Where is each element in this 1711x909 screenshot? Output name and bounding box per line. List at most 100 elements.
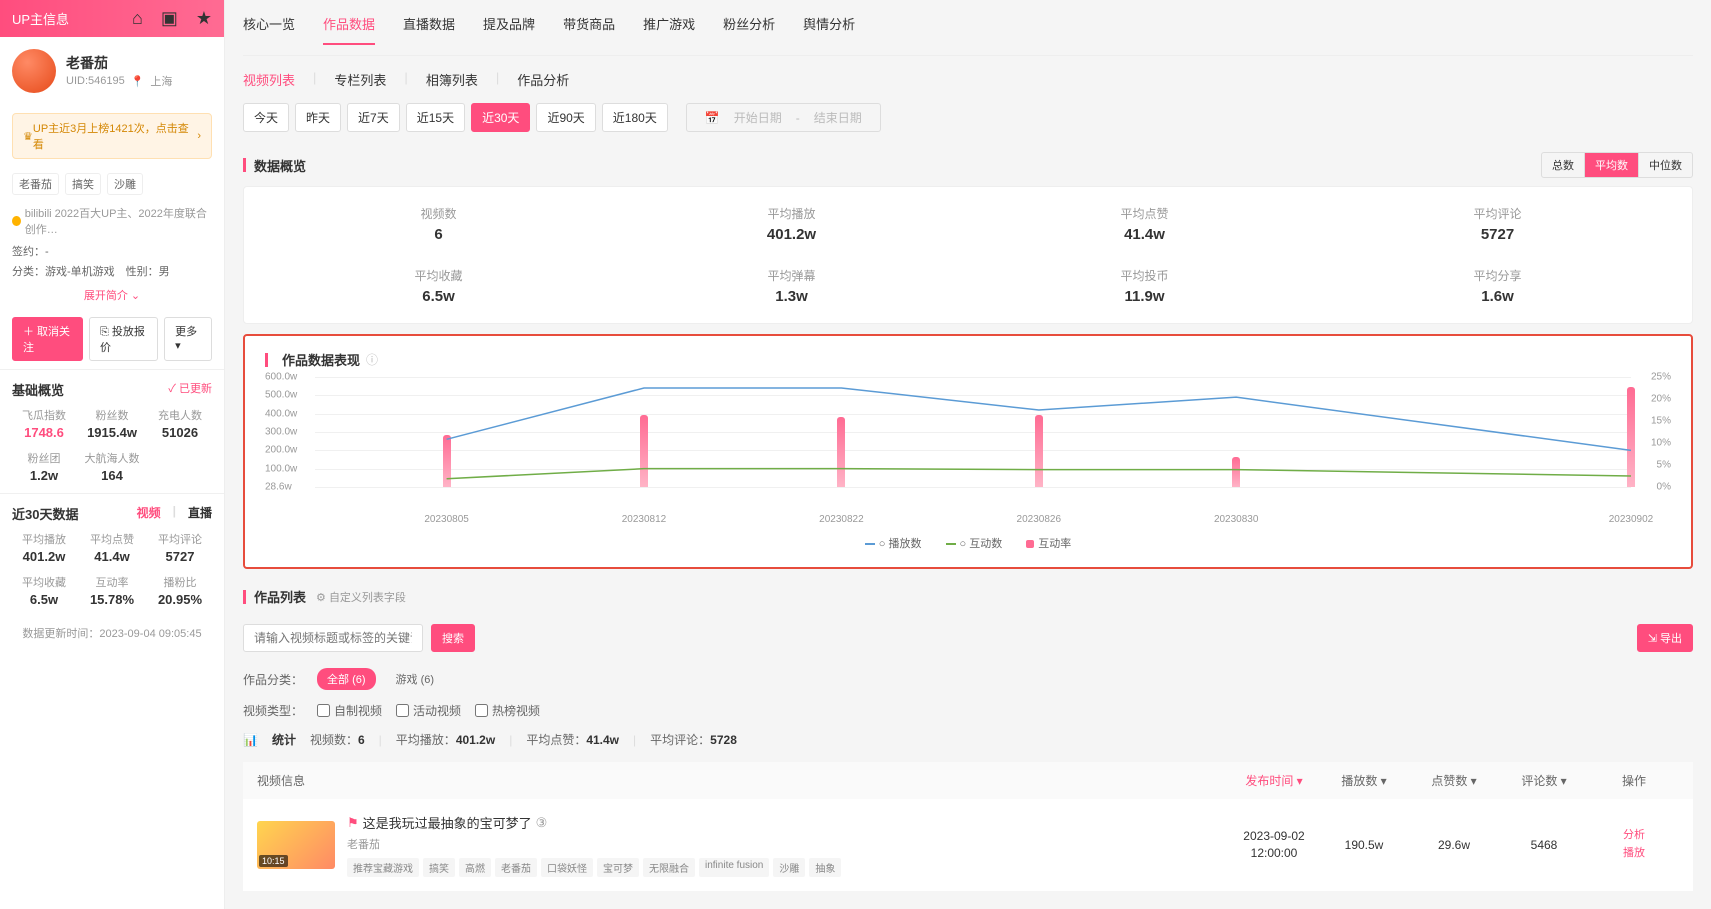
date-range-1[interactable]: 昨天 [295, 103, 341, 132]
video-tag[interactable]: 无限融合 [643, 858, 695, 877]
profile-location: 上海 [150, 73, 172, 89]
update-timestamp: 2023-09-04 09:05:45 [99, 628, 201, 640]
subtab-live[interactable]: 直播 [188, 504, 212, 523]
sub-tabs: 视频列表|专栏列表|相簿列表|作品分析 [243, 56, 1693, 103]
video-thumbnail[interactable]: 10:15 [257, 821, 335, 869]
subtab-3[interactable]: 作品分析 [517, 70, 569, 89]
tab-1[interactable]: 作品数据 [323, 14, 375, 45]
date-range-3[interactable]: 近15天 [406, 103, 465, 132]
video-tag[interactable]: 抽象 [809, 858, 841, 877]
check-self[interactable]: 自制视频 [317, 702, 382, 719]
expand-intro[interactable]: 展开简介 ⌄ [0, 281, 224, 309]
video-tag[interactable]: 搞笑 [423, 858, 455, 877]
video-tag[interactable]: 推荐宝藏游戏 [347, 858, 419, 877]
subtab-0[interactable]: 视频列表 [243, 70, 295, 89]
col-comment[interactable]: 评论数 ▾ [1499, 772, 1589, 789]
date-picker[interactable]: 📅开始日期-结束日期 [686, 103, 881, 132]
info-icon[interactable]: ⓘ [366, 351, 378, 368]
unfollow-button[interactable]: ＋ 取消关注 [12, 317, 83, 361]
tab-4[interactable]: 带货商品 [563, 14, 615, 45]
subtab-1[interactable]: 专栏列表 [334, 70, 386, 89]
quote-button[interactable]: ⎘ 投放报价 [89, 317, 158, 361]
cell-date: 2023-09-02 12:00:00 [1229, 828, 1319, 862]
subtab-2[interactable]: 相簿列表 [426, 70, 478, 89]
home-icon[interactable]: ⌂ [132, 8, 143, 29]
cell-comment: 5468 [1499, 838, 1589, 852]
sidebar-header: UP主信息 ⌂ ▣ ★ [0, 0, 224, 37]
filter-all[interactable]: 全部 (6) [317, 668, 376, 690]
tab-3[interactable]: 提及品牌 [483, 14, 535, 45]
video-tag[interactable]: 高燃 [459, 858, 491, 877]
tab-6[interactable]: 粉丝分析 [723, 14, 775, 45]
subtab-video[interactable]: 视频 [137, 504, 161, 523]
location-icon: 📍 [131, 75, 145, 88]
date-range-0[interactable]: 今天 [243, 103, 289, 132]
tag[interactable]: 老番茄 [12, 173, 59, 195]
stats-icon: 📊 [243, 733, 258, 747]
action-play[interactable]: 播放 [1589, 845, 1679, 863]
toggle-2[interactable]: 中位数 [1638, 153, 1692, 177]
date-range-6[interactable]: 近180天 [602, 103, 668, 132]
chart-title: 作品数据表现 [282, 350, 360, 369]
profile-desc: bilibili 2022百大UP主、2022年度联合创作… [25, 205, 212, 237]
date-range-row: 今天昨天近7天近15天近30天近90天近180天 📅开始日期-结束日期 [243, 103, 1693, 144]
video-title[interactable]: 这是我玩过最抽象的宝可梦了 [363, 813, 532, 832]
check-event[interactable]: 活动视频 [396, 702, 461, 719]
updated-badge[interactable]: ✓ 已更新 [168, 380, 212, 399]
main-content: 核心一览作品数据直播数据提及品牌带货商品推广游戏粉丝分析舆情分析 视频列表|专栏… [225, 0, 1711, 909]
recent-title: 近30天数据 [12, 504, 78, 523]
overview-toggle: 总数平均数中位数 [1541, 152, 1693, 178]
cell-like: 29.6w [1409, 838, 1499, 852]
col-info: 视频信息 [257, 772, 1229, 789]
filter-game[interactable]: 游戏 (6) [390, 668, 441, 690]
check-hot[interactable]: 热榜视频 [475, 702, 540, 719]
crown-icon: ♛ [23, 130, 33, 143]
rank-banner[interactable]: ♛ UP主近3月上榜1421次，点击查看 › [12, 113, 212, 159]
legend-rate[interactable]: 互动率 [1026, 535, 1071, 551]
list-title: 作品列表 [254, 587, 306, 606]
search-input[interactable] [243, 624, 423, 652]
video-tag[interactable]: 老番茄 [495, 858, 537, 877]
chart-panel: 作品数据表现 ⓘ 600.0w500.0w400.0w300.0w200.0w1… [243, 334, 1693, 569]
sidebar: UP主信息 ⌂ ▣ ★ 老番茄 UID:546195 📍 上海 [0, 0, 225, 909]
date-range-2[interactable]: 近7天 [347, 103, 400, 132]
cell-play: 190.5w [1319, 838, 1409, 852]
table-header: 视频信息 发布时间 ▾ 播放数 ▾ 点赞数 ▾ 评论数 ▾ 操作 [243, 762, 1693, 799]
more-button[interactable]: 更多 ▾ [164, 317, 212, 361]
video-tag[interactable]: 宝可梦 [597, 858, 639, 877]
legend-inter[interactable]: ○ 互动数 [946, 535, 1003, 551]
col-like[interactable]: 点赞数 ▾ [1409, 772, 1499, 789]
profile-name: 老番茄 [66, 53, 172, 73]
flag-icon: ⚑ [347, 815, 359, 831]
search-button[interactable]: 搜索 [431, 624, 475, 652]
tab-5[interactable]: 推广游戏 [643, 14, 695, 45]
legend-play[interactable]: ○ 播放数 [865, 535, 922, 551]
tv-icon[interactable]: ▣ [161, 8, 178, 29]
video-tag[interactable]: 沙雕 [773, 858, 805, 877]
col-action: 操作 [1589, 772, 1679, 789]
col-play[interactable]: 播放数 ▾ [1319, 772, 1409, 789]
export-button[interactable]: ⇲ 导出 [1637, 624, 1693, 652]
tab-2[interactable]: 直播数据 [403, 14, 455, 45]
tab-0[interactable]: 核心一览 [243, 14, 295, 45]
tag[interactable]: 沙雕 [107, 173, 143, 195]
star-icon[interactable]: ★ [196, 8, 212, 29]
tab-7[interactable]: 舆情分析 [803, 14, 855, 45]
tag[interactable]: 搞笑 [65, 173, 101, 195]
action-analyze[interactable]: 分析 [1589, 827, 1679, 845]
date-range-5[interactable]: 近90天 [536, 103, 595, 132]
sidebar-title: UP主信息 [12, 9, 69, 28]
video-author[interactable]: 老番茄 [347, 836, 1229, 852]
performance-chart[interactable]: 600.0w500.0w400.0w300.0w200.0w100.0w28.6… [315, 377, 1631, 507]
avatar[interactable] [12, 49, 56, 93]
video-tag[interactable]: infinite fusion [699, 858, 769, 877]
col-date[interactable]: 发布时间 ▾ [1229, 772, 1319, 789]
toggle-1[interactable]: 平均数 [1584, 153, 1638, 177]
profile-uid: UID:546195 [66, 75, 125, 87]
custom-fields[interactable]: ⚙ 自定义列表字段 [316, 589, 406, 605]
video-tag[interactable]: 口袋妖怪 [541, 858, 593, 877]
date-range-4[interactable]: 近30天 [471, 103, 530, 132]
chevron-right-icon: › [197, 130, 201, 142]
toggle-0[interactable]: 总数 [1542, 153, 1584, 177]
main-tabs: 核心一览作品数据直播数据提及品牌带货商品推广游戏粉丝分析舆情分析 [243, 0, 1693, 56]
